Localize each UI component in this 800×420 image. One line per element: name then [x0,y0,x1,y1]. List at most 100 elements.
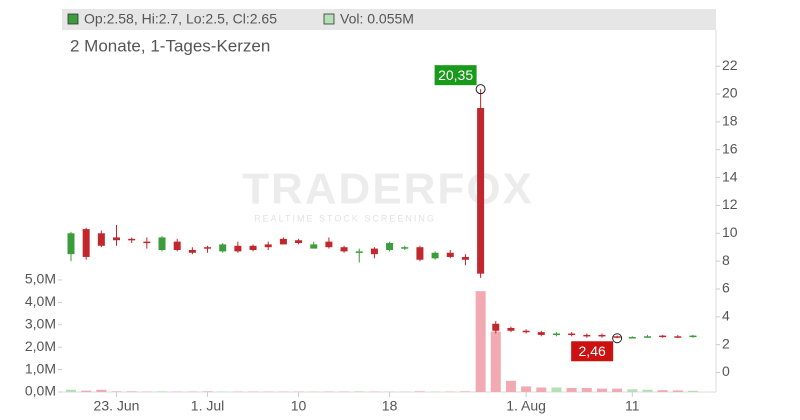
volume-bar [688,390,698,392]
watermark: TRADERFOX [242,165,534,214]
y-tick-label: 22 [722,57,738,73]
candle-body [295,240,303,244]
candle-body [355,251,363,253]
chart-title: 2 Monate, 1-Tages-Kerzen [70,36,270,55]
y2-tick-label: 4,0M [25,293,56,309]
candle-body [674,336,682,338]
annotation-box [434,65,477,86]
volume-bar [505,380,516,392]
candle-body [507,327,515,331]
y2-tick-label: 0,0M [25,383,56,399]
y2-tick-label: 1,0M [25,360,56,376]
candle-body [113,237,121,241]
volume-bar [536,387,547,392]
y2-tick-label: 5,0M [25,271,56,287]
volume-bar [81,390,92,392]
candle-body [659,335,667,338]
candle-body [477,107,485,274]
candle-body [219,244,227,252]
candle-body [492,323,500,331]
volume-bar [460,391,471,392]
y-tick-label: 0 [722,363,730,379]
x-tick-label: 23. Jun [94,398,140,414]
candle-body [370,248,378,255]
x-tick-label: 1. Jul [191,398,224,414]
x-tick-label: 11 [625,398,640,414]
candle-body [537,332,545,335]
legend-volume: Vol: 0.055M [340,11,414,27]
candle-body [82,229,90,257]
y-tick-label: 4 [722,308,730,324]
candle-body [522,330,530,333]
legend-ohlc: Op:2.58, Hi:2.7, Lo:2.5, Cl:2.65 [84,11,277,27]
annotation-marker [612,333,623,344]
volume-bar [551,387,562,392]
y-tick-label: 18 [722,113,738,129]
volume-bar [581,387,592,392]
volume-bar [96,389,107,392]
volume-bar [66,389,76,392]
volume-bar [202,391,213,392]
candle-body [340,247,348,252]
y2-tick-label: 2,0M [25,338,56,354]
volume-bar [126,391,137,392]
volume-bar [490,331,501,392]
y2-tick-label: 3,0M [25,315,56,331]
annotation-label: 2,46 [579,343,606,359]
annotation-marker [475,84,486,95]
x-tick-label: 18 [382,398,398,414]
y-tick-label: 16 [722,140,738,156]
candle-body [461,256,469,260]
volume-bar [566,387,577,392]
volume-bar [475,291,486,392]
candle-body [128,238,136,241]
volume-bar [157,391,168,392]
candle-body [204,247,212,249]
volume-bar [414,391,425,392]
candle-body [583,334,591,337]
volume-bar [672,390,683,392]
volume-bar [627,389,638,392]
legend-bar [62,9,716,30]
candle-body [401,247,409,249]
candle-body [325,241,333,248]
volume-bar [642,389,653,392]
candle-body [643,336,651,338]
candle-body [568,333,576,336]
candle-body [279,238,287,245]
volume-bar [111,391,122,392]
volume-bar [354,391,365,392]
legend-swatch [323,13,335,25]
annotation-box [571,341,614,362]
candle-body [249,245,257,250]
candle-body [234,245,242,252]
y-tick-label: 14 [722,168,738,184]
x-tick-label: 1. Aug [506,398,546,414]
candle-body [97,233,105,246]
volume-bar [657,390,668,392]
candle-body [158,237,166,250]
watermark-subtitle: REALTIME STOCK SCREENING [254,213,436,223]
x-tick-label: 10 [291,398,307,414]
y-tick-label: 8 [722,252,730,268]
annotation-label: 20,35 [438,67,473,83]
candle-body [310,244,318,249]
candle-body [264,244,272,248]
candle-body [628,337,636,339]
candle-body [173,241,181,250]
volume-bar [596,388,607,392]
candle-body [188,249,196,253]
candle-body [431,252,439,259]
y-tick-label: 20 [722,85,738,101]
volume-bar [612,388,623,392]
y-tick-label: 10 [722,224,738,240]
candle-body [386,243,394,250]
candle-body [67,233,75,255]
candle-body [143,241,151,244]
y-tick-label: 6 [722,280,730,296]
volume-bar [521,386,532,392]
candle-body [416,247,424,260]
legend-swatch [67,13,79,25]
candle-body [598,334,606,337]
